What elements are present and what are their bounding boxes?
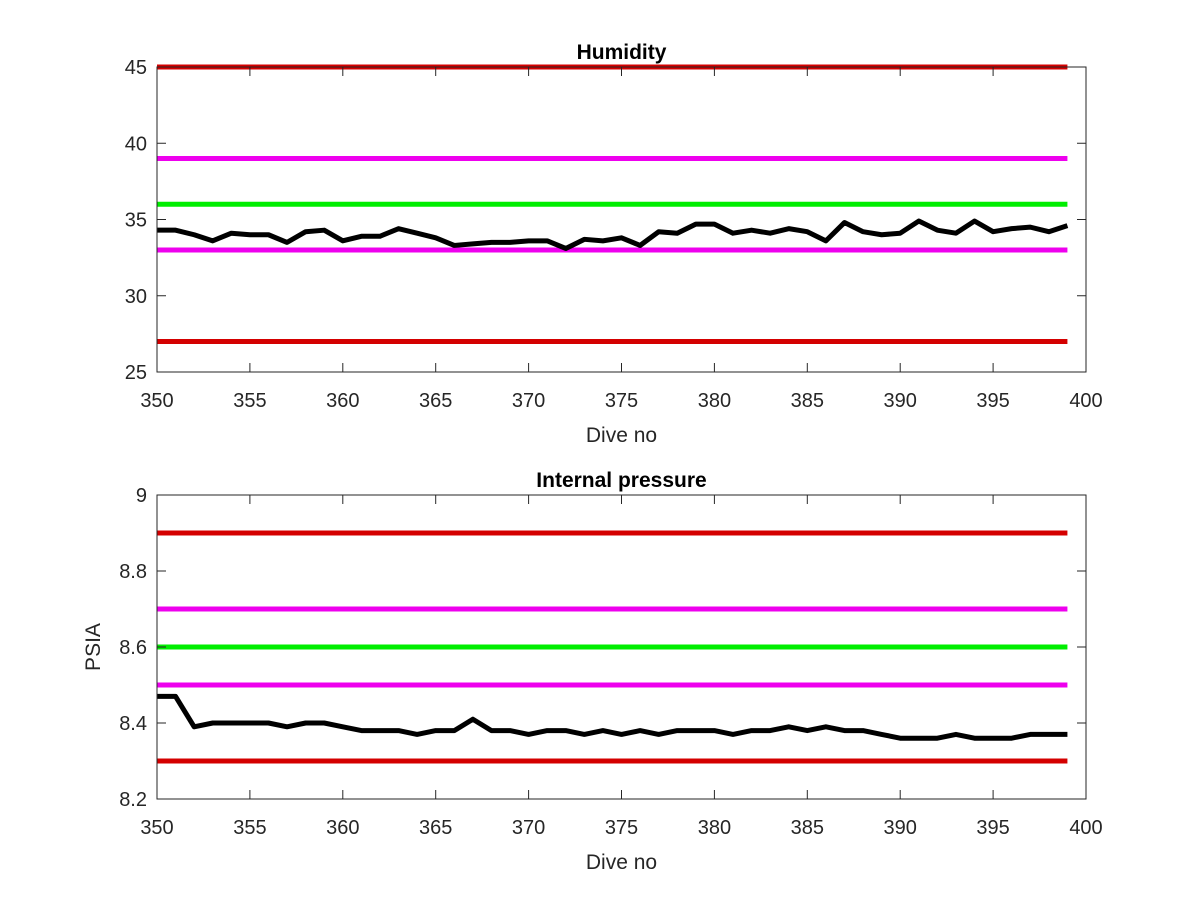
x-axis-label: Dive no (586, 424, 657, 447)
y-axis-label: PSIA (82, 623, 105, 671)
y-tick-label: 45 (125, 57, 147, 79)
x-tick-label: 400 (1069, 817, 1102, 839)
y-tick-label: 9 (136, 485, 147, 507)
y-tick-label: 30 (125, 286, 147, 308)
x-tick-label: 385 (791, 390, 824, 412)
y-tick-label: 8.6 (119, 637, 147, 659)
y-tick-label: 25 (125, 362, 147, 384)
y-tick-label: 8.2 (119, 789, 147, 811)
x-tick-label: 380 (698, 390, 731, 412)
humidity-chart: 350 355 360 365 370 375 380 385 390 395 400 25 30 35 4… (125, 41, 1103, 447)
x-tick-label: 385 (791, 817, 824, 839)
series-line (157, 693, 1068, 741)
x-tick-label: 365 (419, 390, 452, 412)
y-tick-label: 35 (125, 210, 147, 232)
x-tick-label: 400 (1069, 390, 1102, 412)
x-tick-label: 365 (419, 817, 452, 839)
y-tick-label: 40 (125, 133, 147, 155)
x-tick-label: 380 (698, 817, 731, 839)
x-tick-label: 375 (605, 817, 638, 839)
x-tick-label: 350 (140, 817, 173, 839)
x-tick-label: 360 (326, 390, 359, 412)
x-tick-label: 350 (140, 390, 173, 412)
y-tick-label: 8.8 (119, 561, 147, 583)
x-tick-label: 390 (884, 817, 917, 839)
x-tick-label: 375 (605, 390, 638, 412)
x-tick-label: 370 (512, 817, 545, 839)
x-tick-label: 395 (976, 390, 1009, 412)
x-tick-label: 395 (976, 817, 1009, 839)
plot-area (157, 67, 1086, 372)
series-line (157, 218, 1069, 251)
x-tick-label: 355 (233, 390, 266, 412)
internal-pressure-chart: 350 355 360 365 370 375 380 385 390 395 400 8.2 8.4 8… (82, 469, 1103, 874)
x-axis-label: Dive no (586, 851, 657, 874)
x-tick-label: 390 (884, 390, 917, 412)
chart-title: Internal pressure (536, 469, 706, 492)
x-tick-label: 355 (233, 817, 266, 839)
x-tick-label: 360 (326, 817, 359, 839)
x-tick-label: 370 (512, 390, 545, 412)
chart-title: Humidity (577, 41, 667, 64)
y-tick-label: 8.4 (119, 713, 147, 735)
